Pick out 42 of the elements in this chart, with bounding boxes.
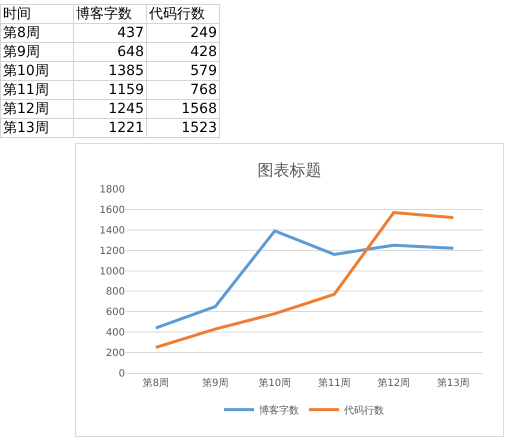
text: 时间 (0, 4, 74, 24)
category-label: 第10周 (0, 62, 74, 80)
y-tick-label: 1400 (100, 225, 125, 236)
data-label: 1159 (74, 80, 146, 100)
category-label: 第9周 (0, 42, 74, 62)
data-label: 648 (74, 42, 146, 62)
data-label: 579 (146, 62, 220, 80)
data-label: 1523 (146, 118, 220, 138)
data-label: 1221 (74, 118, 146, 138)
x-tick-label: 第10周 (258, 377, 292, 389)
text: 博客字数 (74, 4, 146, 24)
legend-label: 代码行数 (343, 405, 384, 416)
data-label: 249 (146, 24, 220, 42)
x-tick-label: 第11周 (318, 377, 351, 389)
y-tick-label: 800 (106, 286, 125, 298)
category-label: 第12周 (0, 100, 74, 118)
data-label: 1245 (74, 100, 146, 118)
x-tick-label: 第13周 (436, 377, 470, 389)
data-label: 768 (146, 80, 220, 100)
x-tick-label: 第8周 (142, 377, 169, 389)
y-tick-label: 1000 (100, 266, 125, 278)
line-series (154, 229, 455, 330)
y-tick-label: 600 (106, 307, 125, 318)
data-label: 428 (146, 42, 220, 62)
y-tick-label: 200 (106, 348, 125, 360)
y-tick-label: 1200 (100, 246, 125, 257)
data-label: 437 (74, 24, 146, 42)
y-tick-label: 400 (106, 328, 125, 339)
y-tick-label: 0 (118, 368, 125, 380)
data-label: 1385 (74, 62, 146, 80)
line-series (154, 211, 455, 349)
chart-title: 图表标题 (258, 160, 322, 180)
y-tick-label: 1600 (100, 204, 125, 216)
y-tick-label: 1800 (100, 184, 125, 196)
category-label: 第11周 (0, 80, 74, 100)
x-tick-label: 第9周 (202, 377, 228, 389)
data-label: 1568 (146, 100, 220, 118)
category-label: 第8周 (0, 24, 74, 42)
x-tick-label: 第12周 (377, 377, 410, 389)
category-label: 第13周 (0, 118, 74, 138)
legend-label: 博客字数 (259, 404, 299, 416)
text: 代码行数 (146, 4, 220, 24)
